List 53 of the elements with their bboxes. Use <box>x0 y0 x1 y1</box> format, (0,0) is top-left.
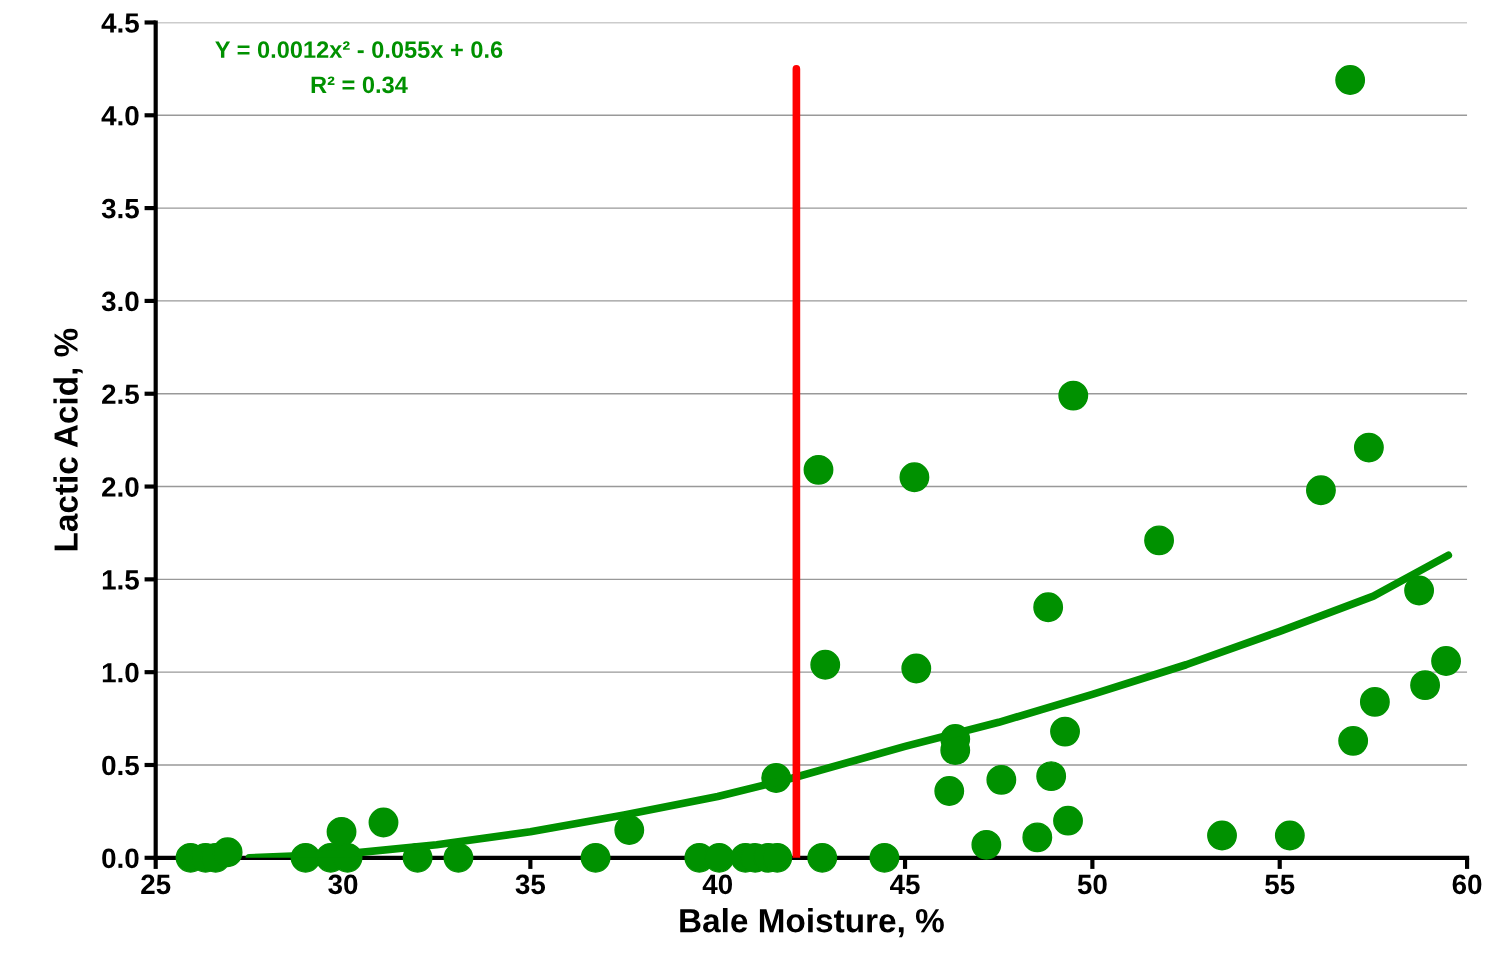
y-tick-label: 4.0 <box>101 105 139 126</box>
point <box>971 829 1002 860</box>
x-tick-label: 50 <box>1077 874 1107 895</box>
point <box>1144 525 1175 556</box>
point <box>807 842 838 873</box>
annotation: Y = 0.0012x² - 0.055x + 0.6 <box>215 41 503 59</box>
point <box>1022 822 1053 853</box>
point <box>1036 761 1067 792</box>
point <box>869 842 900 873</box>
y-tick-label: 2.5 <box>102 384 139 405</box>
y-tick-label: 2.0 <box>102 477 139 497</box>
y-tick-label: 0.5 <box>102 755 139 776</box>
point <box>899 462 930 493</box>
y-tick-label: 3.0 <box>101 291 139 312</box>
point <box>810 649 841 680</box>
point <box>1431 646 1462 676</box>
x-axis-title: Bale Moisture, % <box>680 908 944 938</box>
y-axis-title: Lactic Acid, % <box>53 328 83 551</box>
point <box>1353 432 1384 463</box>
point <box>1274 820 1305 851</box>
x-tick-label: 25 <box>141 874 171 895</box>
y-tick-label: 0.0 <box>102 848 139 869</box>
y-tick-label: 4.5 <box>101 13 139 33</box>
point <box>1338 725 1369 756</box>
x-tick-label: 40 <box>702 874 733 895</box>
point <box>1306 475 1336 506</box>
point <box>901 653 932 684</box>
annotation: R² = 0.34 <box>311 76 408 94</box>
point <box>1207 820 1237 851</box>
point <box>443 842 474 873</box>
x-tick-label: 30 <box>328 874 358 895</box>
point <box>1058 380 1089 411</box>
point <box>614 815 645 845</box>
point <box>803 454 834 485</box>
x-tick-label: 60 <box>1452 874 1482 895</box>
point <box>986 764 1017 795</box>
point <box>368 807 399 838</box>
point <box>326 816 357 847</box>
x-tick-label: 55 <box>1265 874 1295 895</box>
point <box>1359 686 1390 717</box>
y-tick-label: 1.5 <box>102 570 139 590</box>
x-tick-label: 35 <box>515 874 546 895</box>
x-tick-label: 45 <box>890 874 920 895</box>
point <box>934 776 965 806</box>
point <box>1404 575 1435 606</box>
point <box>1410 670 1441 701</box>
y-tick-label: 1.0 <box>102 662 139 683</box>
point <box>1033 592 1064 623</box>
point <box>1050 716 1080 747</box>
point <box>1053 805 1083 836</box>
point <box>580 842 611 873</box>
point <box>1335 65 1366 95</box>
y-tick-label: 3.5 <box>101 198 139 219</box>
